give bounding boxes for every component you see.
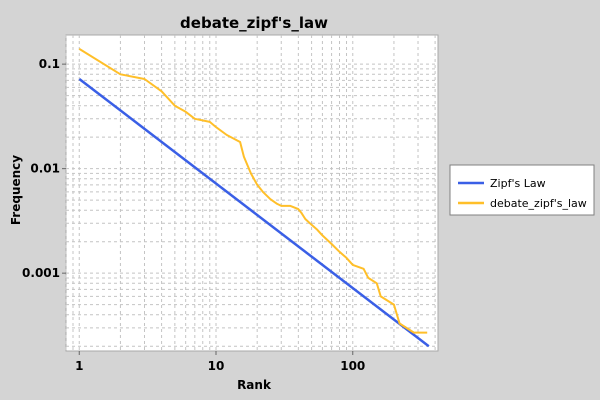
legend-entry-label: Zipf's Law [490,177,546,190]
x-tick-label: 10 [208,359,225,373]
legend: Zipf's Law debate_zipf's_law [449,164,595,216]
legend-box [449,164,595,216]
x-tick-label: 100 [340,359,365,373]
y-tick-label: 0.001 [22,266,60,280]
x-tick-label: 1 [75,359,83,373]
chart-title: debate_zipf's_law [180,14,328,32]
x-axis-label: Rank [237,378,272,392]
y-axis-ticks: 0.1 0.01 0.001 [22,57,66,280]
series-line-debate-zipfs-law [78,48,428,334]
plot-area [65,34,439,352]
y-axis-label: Frequency [9,155,23,225]
series-layer [78,48,430,348]
x-axis-ticks: 1 10 100 [75,351,365,373]
legend-entry-label: debate_zipf's_law [490,197,587,210]
y-tick-label: 0.1 [39,57,60,71]
series-line-zipfs-law [78,78,430,348]
y-tick-label: 0.01 [30,162,60,176]
grid [65,35,438,351]
